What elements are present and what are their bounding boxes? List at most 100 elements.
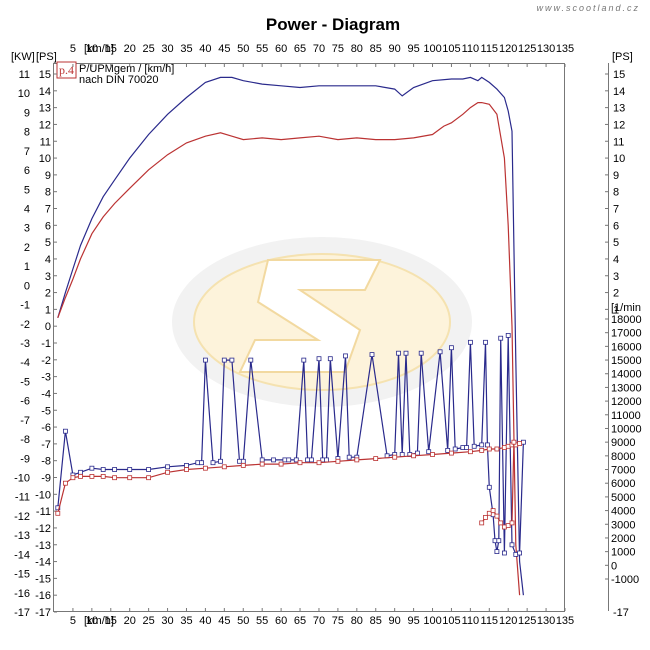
x-tick-label-bottom: 5 bbox=[70, 615, 76, 627]
data-point bbox=[498, 335, 504, 341]
x-tick-label-top: 130 bbox=[537, 43, 555, 55]
x-tick-label-bottom: 60 bbox=[275, 615, 287, 627]
data-point bbox=[78, 469, 83, 475]
ps-left-tick-label: -16 bbox=[35, 590, 51, 602]
ps-right-ticks: 15 14 13 12 11 10 9 8 7 6 5 4 3 2 1 -17 bbox=[605, 69, 629, 619]
speed-top-axis-label: [km/h] bbox=[84, 43, 114, 55]
kw-tick-label: -6 bbox=[20, 396, 30, 408]
rpm-tick-label: 8000 bbox=[611, 451, 635, 463]
ps-left-ticks: 1514131211109876543210-1-2-3-4-5-6-7-8-9… bbox=[35, 69, 57, 619]
kw-tick-label: 6 bbox=[24, 165, 30, 177]
data-point bbox=[501, 550, 507, 556]
x-tick-label-bottom: 85 bbox=[370, 615, 382, 627]
ps-left-tick-label: 3 bbox=[45, 271, 51, 283]
data-point bbox=[63, 480, 68, 486]
ps-right-tick-label: 4 bbox=[613, 254, 619, 266]
x-tick-label-top: 110 bbox=[462, 43, 480, 55]
kw-tick-label: 7 bbox=[24, 146, 30, 158]
x-tick-label-bottom: 115 bbox=[481, 615, 499, 627]
ps-left-tick-label: 1 bbox=[45, 304, 51, 316]
kw-tick-label: 2 bbox=[24, 242, 30, 254]
data-point bbox=[324, 457, 329, 463]
ps-left-tick-label: -1 bbox=[41, 338, 51, 350]
data-point bbox=[210, 460, 216, 466]
ps-left-tick-label: -9 bbox=[41, 473, 51, 485]
legend-badge: p.4 bbox=[59, 63, 74, 77]
data-point bbox=[418, 350, 424, 356]
x-tick-label-bottom: 40 bbox=[199, 615, 211, 627]
data-point bbox=[218, 458, 223, 464]
data-point bbox=[430, 452, 435, 457]
rpm-tick-label: 18000 bbox=[611, 314, 642, 326]
x-tick-label-top: 120 bbox=[499, 43, 517, 55]
rpm-tick-label: 11000 bbox=[611, 410, 641, 422]
ps-left-tick-label: -14 bbox=[35, 557, 51, 569]
data-point bbox=[501, 524, 507, 530]
kw-tick-label: -14 bbox=[14, 549, 30, 561]
data-point bbox=[399, 452, 405, 457]
data-point bbox=[490, 508, 496, 514]
x-tick-label-top: 85 bbox=[370, 43, 382, 55]
x-tick-label-bottom: 15 bbox=[105, 615, 117, 627]
data-point bbox=[55, 510, 61, 516]
ps-left-tick-label: -8 bbox=[41, 456, 51, 468]
data-point bbox=[271, 457, 276, 463]
kw-tick-label: -5 bbox=[20, 376, 30, 388]
data-point bbox=[278, 461, 284, 467]
data-point bbox=[112, 467, 117, 472]
ps-left-tick-label: -13 bbox=[35, 540, 51, 552]
data-point bbox=[396, 350, 401, 356]
data-point bbox=[467, 449, 473, 455]
kw-tick-label: 4 bbox=[24, 204, 30, 216]
data-point bbox=[316, 356, 322, 362]
x-tick-label-bottom: 35 bbox=[180, 615, 192, 627]
data-point bbox=[426, 449, 432, 455]
x-tick-label-top: 25 bbox=[143, 43, 155, 55]
data-point bbox=[505, 332, 511, 338]
rpm-tick-label: 16000 bbox=[611, 341, 642, 353]
data-point bbox=[195, 460, 201, 466]
background-logo bbox=[172, 237, 472, 407]
data-point bbox=[112, 475, 117, 481]
data-point bbox=[486, 510, 492, 516]
data-point bbox=[483, 515, 488, 520]
rpm-tick-label: 15000 bbox=[611, 355, 642, 367]
data-point bbox=[479, 447, 485, 453]
data-point bbox=[486, 484, 492, 490]
kw-tick-label: 11 bbox=[19, 69, 30, 81]
kw-tick-label: 1 bbox=[24, 261, 30, 273]
kw-tick-label: -16 bbox=[14, 588, 30, 600]
ps-left-tick-label: 11 bbox=[40, 136, 51, 148]
data-point bbox=[494, 513, 500, 519]
legend-badge-box bbox=[56, 61, 77, 79]
x-tick-label-bottom: 65 bbox=[294, 615, 306, 627]
data-point bbox=[316, 460, 322, 466]
data-point bbox=[483, 339, 488, 345]
x-tick-label-bottom: 125 bbox=[518, 615, 536, 627]
data-point bbox=[501, 445, 507, 451]
ps-right-tick-label: 15 bbox=[613, 69, 625, 81]
x-tick-label-bottom: 80 bbox=[351, 615, 363, 627]
data-point bbox=[259, 457, 265, 463]
kw-axis-label: [KW] bbox=[11, 51, 35, 63]
ps-left-tick-label: -11 bbox=[36, 506, 51, 518]
x-tick-label-top: 55 bbox=[256, 43, 268, 55]
rpm-tick-label: 4000 bbox=[611, 506, 635, 518]
data-point bbox=[70, 475, 76, 481]
x-tick-label-bottom: 105 bbox=[442, 615, 460, 627]
x-tick-label-top: 95 bbox=[407, 43, 419, 55]
data-point bbox=[221, 464, 227, 470]
ps-left-tick-label: -3 bbox=[41, 372, 51, 384]
data-point bbox=[484, 442, 490, 448]
x-tick-label-top: 80 bbox=[351, 43, 363, 55]
series-layer bbox=[55, 76, 526, 596]
x-tick-label-top: 65 bbox=[294, 43, 306, 55]
data-point bbox=[259, 461, 265, 467]
watermark: www.scootland.cz bbox=[536, 3, 640, 13]
data-point bbox=[184, 467, 189, 472]
x-tick-label-bottom: 95 bbox=[407, 615, 419, 627]
rpm-tick-label: 3000 bbox=[611, 519, 635, 531]
x-tick-label-top: 75 bbox=[332, 43, 344, 55]
x-tick-label-bottom: 45 bbox=[218, 615, 230, 627]
data-point bbox=[354, 457, 360, 463]
